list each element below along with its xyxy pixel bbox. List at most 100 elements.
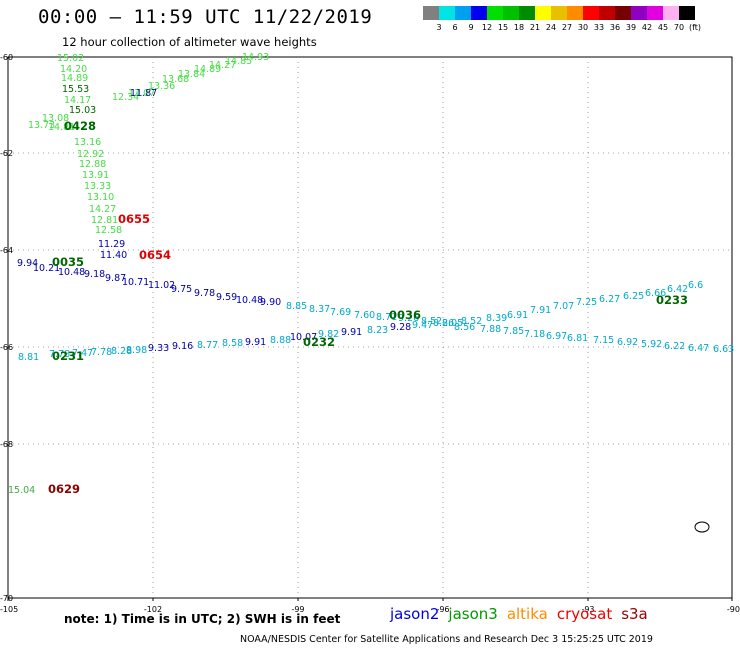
wave-height-value: 13.07 bbox=[128, 88, 155, 99]
wave-height-value: 6.91 bbox=[507, 310, 528, 321]
wave-height-value: 8.28 bbox=[111, 346, 132, 357]
legend-altika: altika bbox=[506, 605, 548, 623]
colorbar-swatch bbox=[423, 6, 439, 20]
wave-height-value: 14.93 bbox=[242, 52, 269, 63]
wave-height-value: 13.08 bbox=[42, 113, 69, 124]
wave-height-value: 7.25 bbox=[576, 297, 597, 308]
lat-tick-label: -70 bbox=[0, 594, 13, 603]
legend-jason2: jason2 bbox=[390, 605, 440, 623]
wave-height-value: 10.48 bbox=[236, 295, 263, 306]
colorbar-label: 21 bbox=[529, 23, 541, 32]
colorbar-label: 27 bbox=[561, 23, 573, 32]
colorbar-label: 24 bbox=[545, 23, 557, 32]
pass-time-label: 0232 bbox=[303, 335, 335, 349]
colorbar-label: 30 bbox=[577, 23, 589, 32]
lat-tick-label: -64 bbox=[0, 246, 13, 255]
colorbar-swatch bbox=[615, 6, 631, 20]
lon-tick-label: -93 bbox=[581, 605, 594, 614]
pass-time-label: 0036 bbox=[389, 308, 421, 322]
colorbar-label: 3 bbox=[436, 23, 442, 32]
colorbar-label: 42 bbox=[641, 23, 653, 32]
colorbar-swatch bbox=[647, 6, 663, 20]
colorbar-swatch bbox=[631, 6, 647, 20]
wave-height-value: 13.84 bbox=[178, 69, 205, 80]
colorbar-label: 6 bbox=[452, 23, 458, 32]
legend-cryosat: cryosat bbox=[556, 605, 613, 623]
wave-height-value: 8.88 bbox=[270, 335, 291, 346]
colorbar-swatch bbox=[551, 6, 567, 20]
pass-time-label: 0428 bbox=[64, 119, 96, 133]
wave-height-value: 7.69 bbox=[330, 307, 351, 318]
wave-height-value: 14.81 bbox=[48, 122, 75, 133]
colorbar-swatch bbox=[503, 6, 519, 20]
wave-height-value: 9.90 bbox=[260, 297, 281, 308]
wave-height-value: 8.52 bbox=[421, 316, 442, 327]
wave-height-value: 6.81 bbox=[567, 333, 588, 344]
wave-height-value: 6.66 bbox=[645, 288, 666, 299]
wave-height-value: 13.10 bbox=[87, 192, 114, 203]
wave-height-value: 14.89 bbox=[194, 64, 221, 75]
wave-height-value: 11.29 bbox=[98, 239, 125, 250]
wave-height-value: 9.26 bbox=[398, 313, 419, 324]
colorbar-label: (ft) bbox=[688, 23, 702, 32]
wave-height-value: 7.60 bbox=[354, 310, 375, 321]
lon-tick-label: -90 bbox=[727, 605, 740, 614]
wave-height-value: 14.20 bbox=[60, 64, 87, 75]
wave-height-value: 8.26 bbox=[433, 318, 454, 329]
colorbar-label: 12 bbox=[481, 23, 493, 32]
wave-height-value: 10.48 bbox=[58, 267, 85, 278]
wave-height-value: 13.73 bbox=[28, 120, 55, 131]
pass-time-label: 0231 bbox=[52, 349, 84, 363]
map-title: 00:00 – 11:59 UTC 11/22/2019 bbox=[38, 6, 373, 28]
colorbar-label: 33 bbox=[593, 23, 605, 32]
wave-height-value: 5.92 bbox=[641, 339, 662, 350]
wave-height-value: 7.07 bbox=[553, 301, 574, 312]
wave-height-value: 10.71 bbox=[122, 277, 149, 288]
wave-height-value: 11.87 bbox=[130, 88, 157, 99]
colorbar-swatch bbox=[663, 6, 679, 20]
wave-height-value: 8.39 bbox=[486, 313, 507, 324]
wave-height-value: 7.15 bbox=[593, 335, 614, 346]
colorbar-swatch bbox=[599, 6, 615, 20]
colorbar-swatch bbox=[471, 6, 487, 20]
colorbar-swatch bbox=[567, 6, 583, 20]
pass-time-label: 0629 bbox=[48, 482, 80, 496]
wave-height-value: 9.91 bbox=[341, 327, 362, 338]
island-outline bbox=[694, 521, 710, 533]
wave-height-value: 6.22 bbox=[664, 341, 685, 352]
wave-height-value: 8.77 bbox=[197, 340, 218, 351]
colorbar-swatch bbox=[455, 6, 471, 20]
lat-tick-label: -62 bbox=[0, 149, 13, 158]
lon-tick-label: -96 bbox=[436, 605, 449, 614]
wave-height-value: 10.07 bbox=[290, 332, 317, 343]
credit-line: NOAA/NESDIS Center for Satellite Applica… bbox=[240, 634, 653, 645]
wave-height-value: 13.36 bbox=[148, 81, 175, 92]
wave-height-value: 14.89 bbox=[61, 73, 88, 84]
colorbar-label: 36 bbox=[609, 23, 621, 32]
wave-height-value: 10.21 bbox=[33, 263, 60, 274]
wave-height-value: 14.27 bbox=[89, 204, 116, 215]
wave-height-value: 9.87 bbox=[105, 273, 126, 284]
wave-height-value: 11.40 bbox=[100, 250, 127, 261]
wave-height-value: 7.85 bbox=[503, 326, 524, 337]
wave-height-value: 6.42 bbox=[667, 284, 688, 295]
wave-height-value: 8.85 bbox=[286, 301, 307, 312]
wave-height-value: 6.63 bbox=[713, 344, 734, 355]
wave-height-value: 8.37 bbox=[309, 304, 330, 315]
wave-height-value: 13.68 bbox=[162, 74, 189, 85]
wave-height-value: 7.91 bbox=[530, 305, 551, 316]
wave-height-value: 12.88 bbox=[79, 159, 106, 170]
units-note: note: 1) Time is in UTC; 2) SWH is in fe… bbox=[64, 612, 341, 626]
lon-tick-label: -99 bbox=[291, 605, 304, 614]
wave-height-value: 8.98 bbox=[126, 345, 147, 356]
pass-time-label: 0654 bbox=[139, 248, 171, 262]
wave-height-value: 6.97 bbox=[546, 331, 567, 342]
wave-height-value: 15.53 bbox=[62, 84, 89, 95]
wave-height-value: 7.18 bbox=[524, 329, 545, 340]
wave-height-value: 12.92 bbox=[77, 149, 104, 160]
map-frame bbox=[7, 56, 733, 599]
colorbar-label: 15 bbox=[497, 23, 509, 32]
legend-s3a: s3a bbox=[621, 605, 648, 623]
wave-height-value: 6.27 bbox=[599, 294, 620, 305]
